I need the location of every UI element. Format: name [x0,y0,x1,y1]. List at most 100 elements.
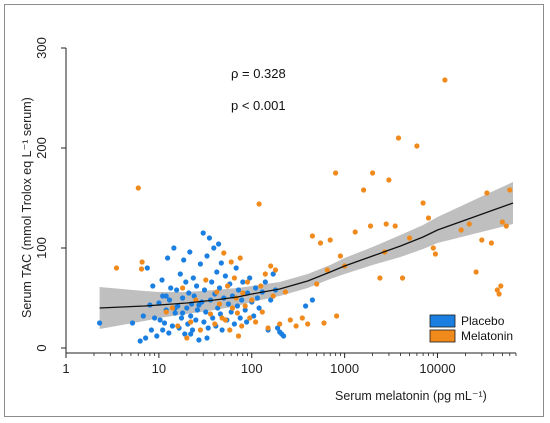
placebo-point [196,302,202,308]
placebo-point [169,323,175,329]
placebo-point [216,285,223,291]
melatonin-point [494,287,500,293]
placebo-point [180,310,186,316]
placebo-point [205,325,211,331]
melatonin-point [496,291,502,297]
melatonin-point [249,297,255,303]
placebo-point [210,315,216,321]
placebo-point [163,293,169,299]
y-axis-label: Serum TAC (mmol Trolox eq L⁻¹ serum) [20,97,34,318]
y-tick-label: 200 [34,137,49,159]
melatonin-point [392,223,398,229]
placebo-point [186,290,192,296]
placebo-point [193,317,199,323]
melatonin-point [430,245,436,251]
fit-line-path [99,202,514,309]
x-axis-label: Serum melatonin (pg mL⁻¹) [335,389,487,403]
melatonin-point [270,293,276,299]
melatonin-point [221,250,227,256]
melatonin-point [383,221,389,227]
fit-line [99,202,514,309]
placebo-point [159,277,165,283]
melatonin-point [407,235,413,241]
melatonin-point [333,170,339,176]
placebo-point [242,307,248,313]
placebo-point [177,271,183,277]
placebo-point [225,301,231,307]
melatonin-point [225,283,231,289]
placebo-point [154,333,160,339]
placebo-point [166,297,173,303]
placebo-point [211,245,217,251]
melatonin-point [242,303,248,309]
rho-annotation: ρ = 0.328 [231,66,286,81]
placebo-point [129,320,136,326]
placebo-point [152,315,158,321]
placebo-point [204,253,210,259]
x-tick-label: 1 [62,361,69,376]
melatonin-point [203,277,209,283]
placebo-point [215,305,221,311]
melatonin-point [139,259,145,265]
placebo-point [187,249,193,255]
melatonin-point [466,221,472,227]
x-tick-label: 1000 [330,361,359,376]
legend-swatch-placebo [429,314,456,328]
melatonin-point [169,305,175,311]
melatonin-point [327,237,333,243]
placebo-point [218,260,224,266]
placebo-point [200,230,206,236]
melatonin-point [135,185,141,191]
melatonin-point [229,305,236,311]
placebo-point [165,255,171,261]
melatonin-point [324,267,330,273]
melatonin-point [395,135,402,141]
melatonin-point [216,301,223,307]
melatonin-point [113,265,120,271]
melatonin-point [287,317,293,323]
placebo-point [216,241,222,247]
melatonin-point [180,285,186,291]
x-tick-label: 10 [152,361,166,376]
axes: 1 10 100 1000 10000 0 100 200 300 [34,37,517,376]
melatonin-point [299,315,305,321]
melatonin-point [184,335,190,341]
placebo-point [168,285,174,291]
melatonin-point [317,240,324,246]
melatonin-point [420,200,426,206]
melatonin-point [309,233,315,239]
melatonin-point [361,187,367,193]
placebo-point [160,327,166,333]
melatonin-point [484,190,490,196]
placebo-point [161,320,168,326]
placebo-point [197,261,203,267]
melatonin-point [507,187,513,193]
placebo-point [157,317,163,323]
placebo-point [268,297,274,303]
placebo-point [137,338,143,344]
placebo-point [309,297,315,303]
placebo-point [239,297,245,303]
melatonin-point [352,229,358,235]
legend-swatch-melatonin [429,329,456,343]
placebo-point [222,273,228,279]
placebo-point [235,287,242,293]
melatonin-point [499,219,505,225]
melatonin-point [197,327,203,333]
placebo-point [251,313,257,319]
melatonin-point [282,289,288,295]
melatonin-point [268,263,274,269]
placebo-point [303,303,309,309]
melatonin-point [234,310,240,316]
melatonin-point [235,333,242,339]
melatonin-point [293,323,299,329]
x-tick-label: 100 [241,361,263,376]
y-tick-label: 100 [34,237,49,259]
placebo-point [194,307,200,313]
melatonin-point [188,319,194,325]
melatonin-point [253,319,259,325]
melatonin-point [244,279,251,285]
melatonin-point [458,227,464,233]
melatonin-point [222,317,228,323]
